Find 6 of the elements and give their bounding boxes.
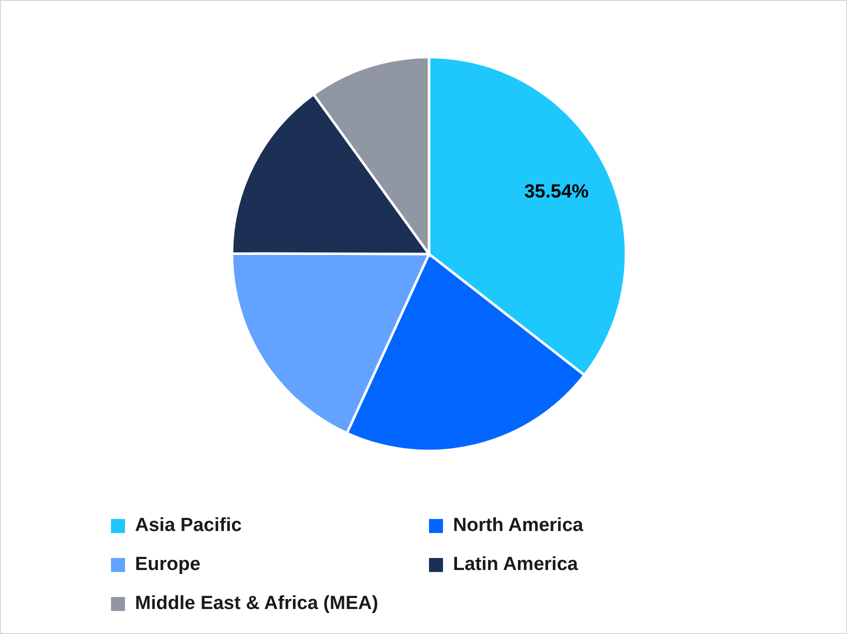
data-label: 35.54% <box>524 181 589 202</box>
legend-label: Middle East & Africa (MEA) <box>135 593 378 615</box>
legend-label: Latin America <box>453 554 578 576</box>
legend-label: Europe <box>135 554 200 576</box>
legend-label: North America <box>453 515 584 537</box>
legend-label: Asia Pacific <box>135 515 242 537</box>
